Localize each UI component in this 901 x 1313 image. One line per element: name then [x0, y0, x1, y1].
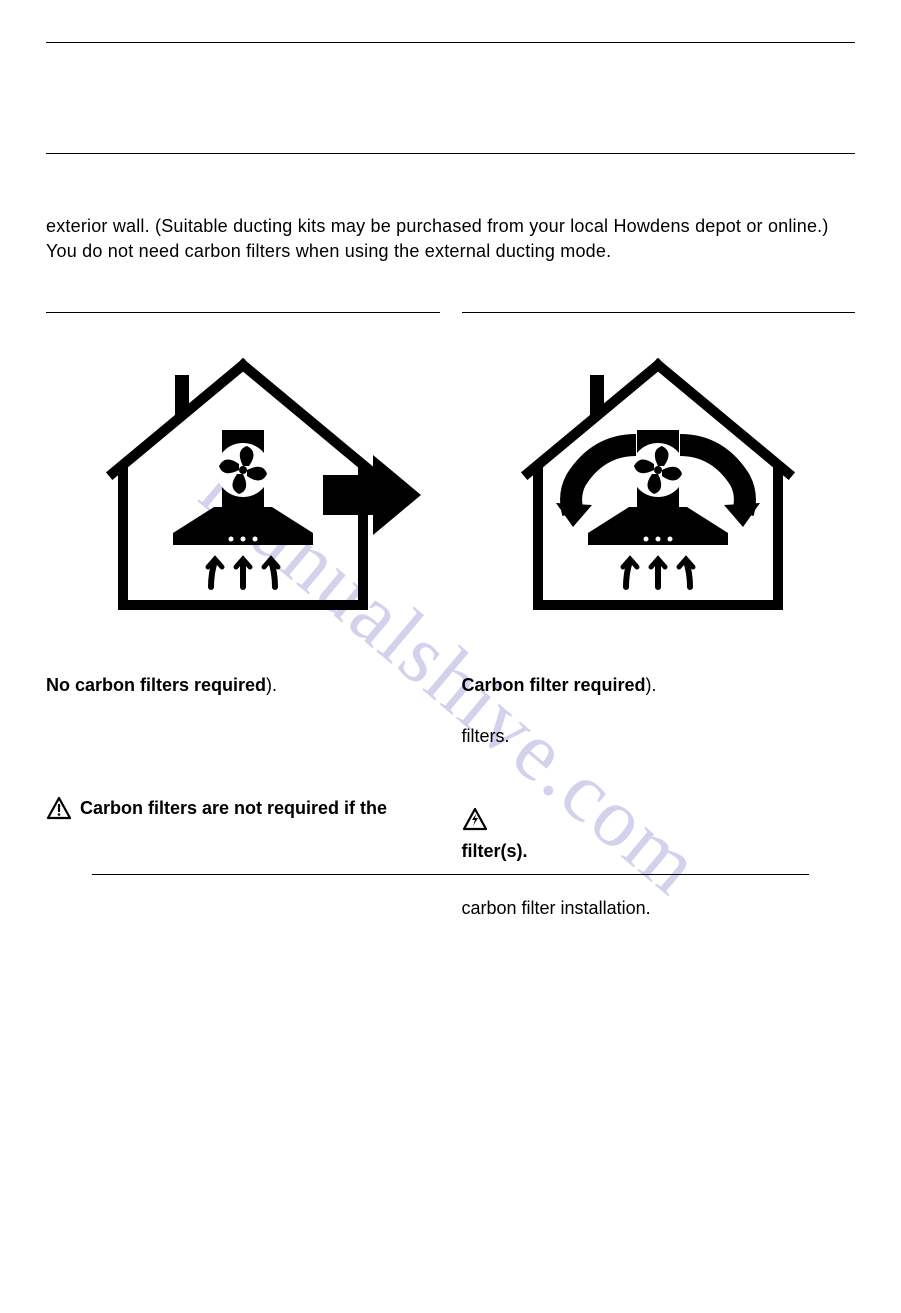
filter-s-text: filter(s). — [462, 841, 856, 862]
left-column: No carbon filters required). Carbon filt… — [46, 312, 440, 919]
right-caption: Carbon filter required). — [462, 675, 856, 696]
left-warning-text: Carbon filters are not required if the — [80, 798, 387, 819]
carbon-install-text: carbon filter installation. — [462, 898, 856, 919]
left-caption: No carbon filters required). — [46, 675, 440, 696]
external-ducting-house-icon — [63, 335, 423, 635]
right-caption-bold: Carbon filter required — [462, 675, 646, 695]
right-column: Carbon filter required). filters. filter… — [462, 312, 856, 919]
left-caption-suffix: ). — [266, 675, 277, 695]
intro-paragraph: exterior wall. (Suitable ducting kits ma… — [46, 214, 855, 264]
left-warning-bold: Carbon filters are not required if the — [80, 798, 387, 818]
left-column-rule — [46, 312, 440, 313]
lightning-warning-icon — [462, 807, 488, 831]
warning-triangle-icon — [46, 796, 72, 820]
left-warning-row: Carbon filters are not required if the — [46, 796, 440, 820]
intro-line-2: You do not need carbon filters when usin… — [46, 241, 611, 261]
right-warning-row — [462, 807, 856, 831]
filters-text: filters. — [462, 726, 856, 747]
bottom-rule — [92, 874, 809, 875]
right-caption-suffix: ). — [646, 675, 657, 695]
recirculating-house-icon — [478, 335, 838, 635]
right-column-rule — [462, 312, 856, 313]
left-caption-bold: No carbon filters required — [46, 675, 266, 695]
intro-line-1: exterior wall. (Suitable ducting kits ma… — [46, 216, 829, 236]
